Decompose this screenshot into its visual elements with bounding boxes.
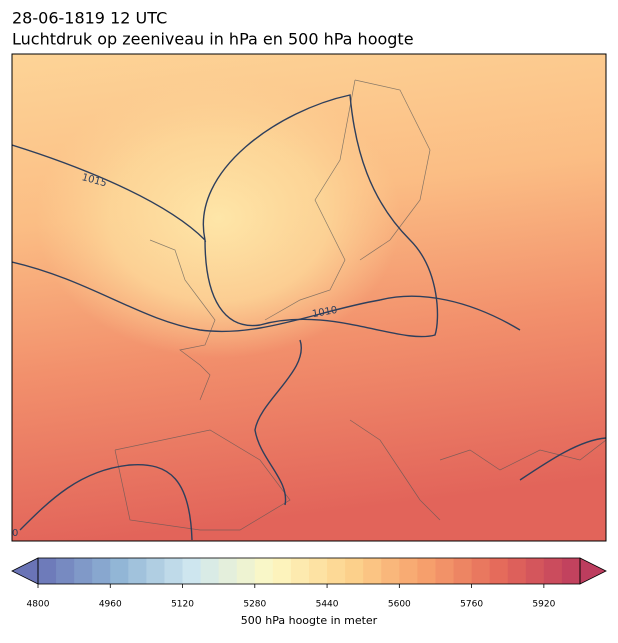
colorbar-band xyxy=(345,558,364,584)
colorbar-tick-label: 4960 xyxy=(99,600,122,610)
colorbar-band xyxy=(254,558,274,584)
colorbar-band xyxy=(92,558,111,584)
title: 28-06-1819 12 UTC xyxy=(12,9,167,28)
colorbar-band xyxy=(471,558,491,584)
colorbar-tick-label: 5760 xyxy=(460,600,483,610)
colorbar-band xyxy=(56,558,75,584)
colorbar-tick-label: 5440 xyxy=(316,600,339,610)
colorbar-band xyxy=(290,558,310,584)
colorbar-band xyxy=(182,558,202,584)
colorbar-band xyxy=(489,558,509,584)
colorbar-tick-label: 5920 xyxy=(532,600,555,610)
colorbar-band xyxy=(74,558,93,584)
colorbar-band xyxy=(110,558,129,584)
colorbar-frame xyxy=(37,557,581,585)
contour-label: 0 xyxy=(12,528,18,539)
colorbar-tick-label: 5280 xyxy=(243,600,266,610)
colorbar-band xyxy=(146,558,165,584)
colorbar-band xyxy=(507,558,527,584)
colorbar-band xyxy=(453,558,473,584)
colorbar-band xyxy=(272,558,292,584)
colorbar-band xyxy=(218,558,238,584)
contour-label: 1010 xyxy=(311,305,338,320)
colorbar-extend-low xyxy=(11,557,39,585)
coastlines xyxy=(114,79,606,531)
colorbar-band xyxy=(543,558,563,584)
colorbar-extend-high xyxy=(579,557,607,585)
colorbar-band xyxy=(525,558,545,584)
colorbar: 4800 4960 5120 5280 5440 5600 5760 5920 xyxy=(11,557,607,610)
colorbar-tick-label: 4800 xyxy=(27,600,50,610)
colorbar-band xyxy=(164,558,184,584)
colorbar-band xyxy=(236,558,256,584)
colorbar-band xyxy=(417,558,436,584)
height-field xyxy=(12,54,520,450)
colorbar-label: 500 hPa hoogte in meter xyxy=(241,614,378,627)
colorbar-tick-label: 5600 xyxy=(388,600,411,610)
colorbar-tick-label: 5120 xyxy=(171,600,194,610)
map-frame xyxy=(11,53,607,542)
isobars xyxy=(12,94,606,541)
colorbar-band xyxy=(128,558,147,584)
colorbar-band xyxy=(38,558,57,584)
colorbar-band xyxy=(399,558,418,584)
subtitle: Luchtdruk op zeeniveau in hPa en 500 hPa… xyxy=(12,30,414,49)
colorbar-band xyxy=(561,558,581,584)
colorbar-band xyxy=(309,558,328,584)
colorbar-band xyxy=(200,558,220,584)
colorbar-band xyxy=(435,558,455,584)
colorbar-band xyxy=(363,558,382,584)
colorbar-band xyxy=(381,558,400,584)
colorbar-band xyxy=(327,558,346,584)
map: 1015 1010 0 xyxy=(12,54,606,541)
